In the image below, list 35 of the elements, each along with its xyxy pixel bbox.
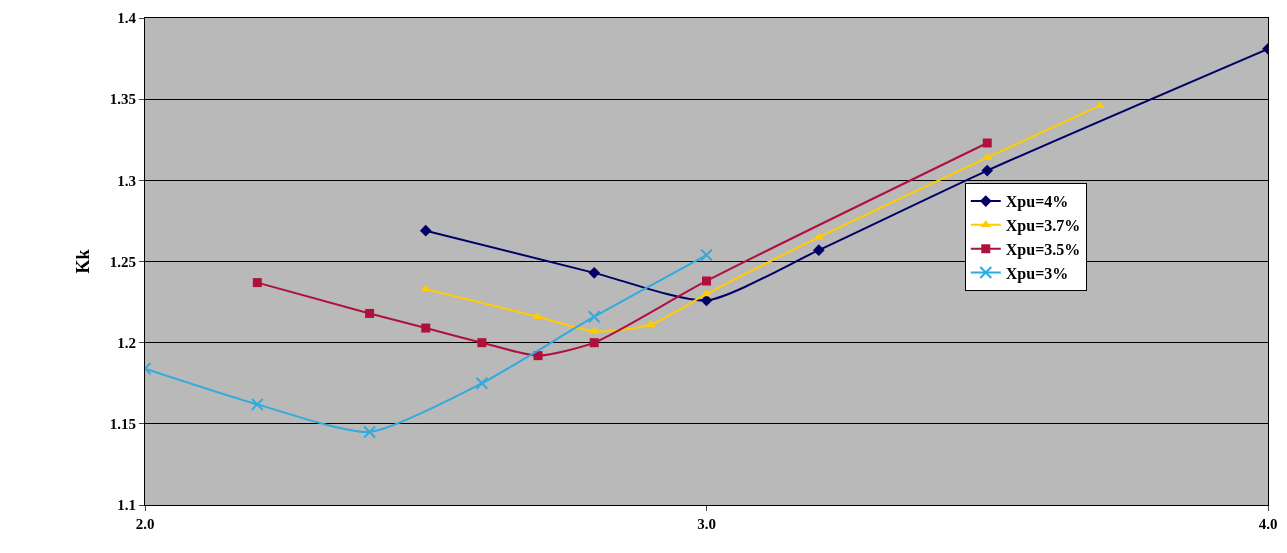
point — [250, 397, 264, 411]
y-tick-label: 1.35 — [109, 91, 136, 108]
point — [587, 310, 601, 324]
y-tick-label: 1.4 — [117, 10, 137, 27]
point — [812, 244, 825, 256]
point — [702, 276, 711, 286]
legend-label: Xpu=4% — [1005, 193, 1069, 212]
point — [252, 278, 262, 288]
point — [982, 138, 992, 148]
x-tick-label: 2.0 — [135, 516, 155, 532]
point — [700, 248, 713, 262]
point — [365, 308, 375, 318]
x-tick-label: 3.0 — [697, 516, 716, 532]
y-tick-label: 1.1 — [117, 497, 136, 514]
point — [475, 376, 489, 390]
y-axis-title: Kk — [72, 249, 93, 274]
point — [363, 425, 377, 439]
y-tick-label: 1.25 — [109, 253, 136, 270]
y-tick-label: 1.2 — [117, 334, 136, 351]
x-tick-label: 4.0 — [1258, 516, 1278, 532]
point — [588, 267, 601, 279]
legend-label: Xpu=3% — [1005, 264, 1069, 283]
y-tick-label: 1.3 — [117, 172, 136, 189]
point — [421, 323, 431, 333]
point — [533, 351, 543, 361]
y-tick-label: 1.15 — [109, 416, 136, 433]
point — [589, 326, 600, 334]
point — [419, 224, 432, 237]
point — [645, 320, 656, 328]
point — [589, 338, 599, 348]
point — [981, 164, 994, 177]
point — [701, 289, 712, 297]
point — [477, 338, 487, 348]
legend-label: Xpu=3.7% — [1005, 217, 1081, 236]
legend-label: Xpu=3.5% — [1005, 240, 1081, 259]
